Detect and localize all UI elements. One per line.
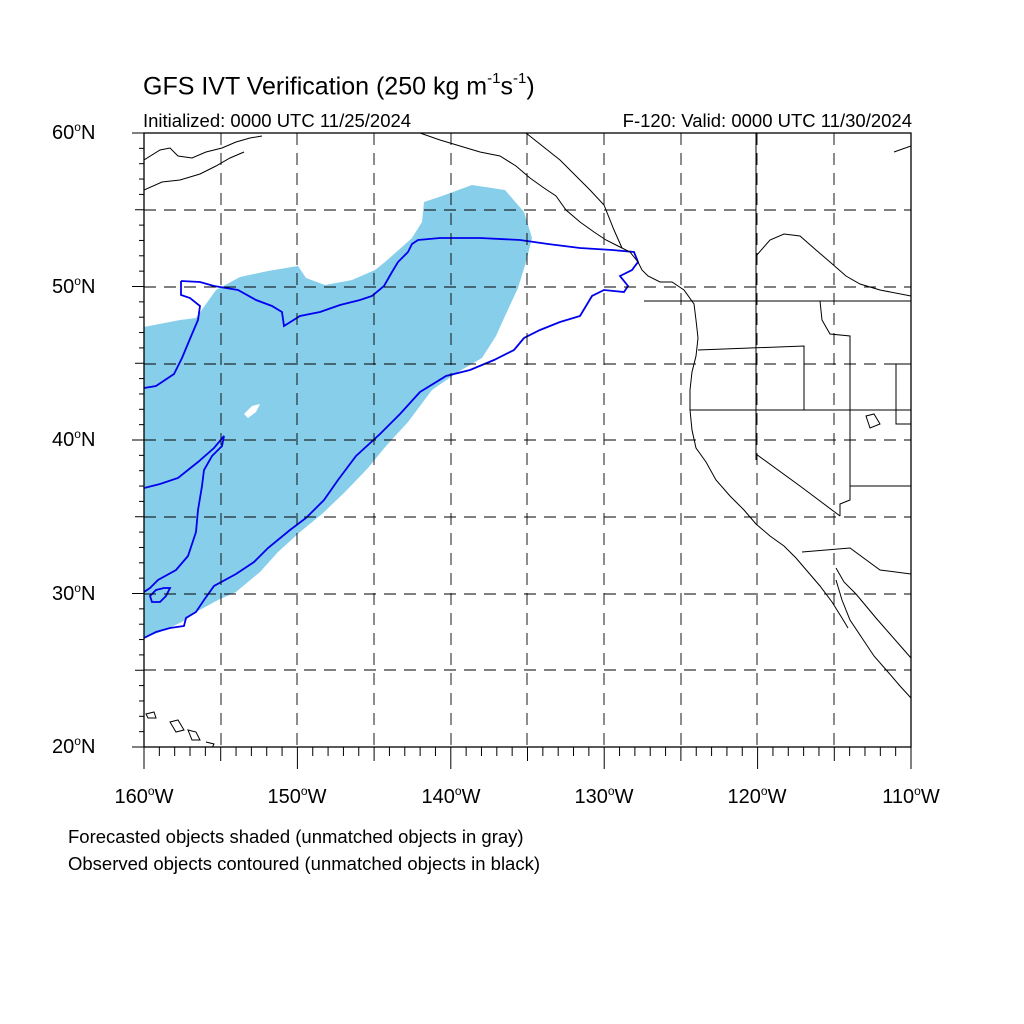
lon-label-110w: 110oW bbox=[882, 784, 940, 808]
coastlines bbox=[144, 133, 911, 747]
lat-label-40: 40oN bbox=[52, 427, 96, 451]
lon-label-160w: 160oW bbox=[114, 784, 174, 808]
lat-label-60: 60oN bbox=[52, 120, 96, 144]
legend-observed-note: Observed objects contoured (unmatched ob… bbox=[68, 853, 541, 874]
valid-time: F-120: Valid: 0000 UTC 11/30/2024 bbox=[622, 110, 912, 131]
initialized-time: Initialized: 0000 UTC 11/25/2024 bbox=[143, 110, 412, 131]
forecast-hole bbox=[244, 404, 260, 418]
legend-forecast-note: Forecasted objects shaded (unmatched obj… bbox=[68, 826, 524, 847]
lon-label-130w: 130oW bbox=[574, 784, 634, 808]
observed-ivt-contour-small bbox=[148, 587, 172, 603]
observed-ivt-contour-west bbox=[144, 435, 225, 593]
lon-label-140w: 140oW bbox=[421, 784, 481, 808]
lon-label-150w: 150oW bbox=[267, 784, 327, 808]
forecast-ivt-object-west bbox=[144, 336, 190, 470]
lat-label-20: 20oN bbox=[52, 734, 96, 758]
chart-title: GFS IVT Verification (250 kg m-1s-1) bbox=[143, 70, 535, 101]
lon-label-120w: 120oW bbox=[727, 784, 787, 808]
grid-lines bbox=[144, 133, 911, 747]
lat-label-30: 30oN bbox=[52, 581, 96, 605]
observed-ivt-contour-main bbox=[144, 237, 640, 639]
axis-ticks bbox=[132, 132, 912, 769]
forecast-ivt-object bbox=[144, 185, 532, 638]
lat-label-50: 50oN bbox=[52, 274, 96, 298]
